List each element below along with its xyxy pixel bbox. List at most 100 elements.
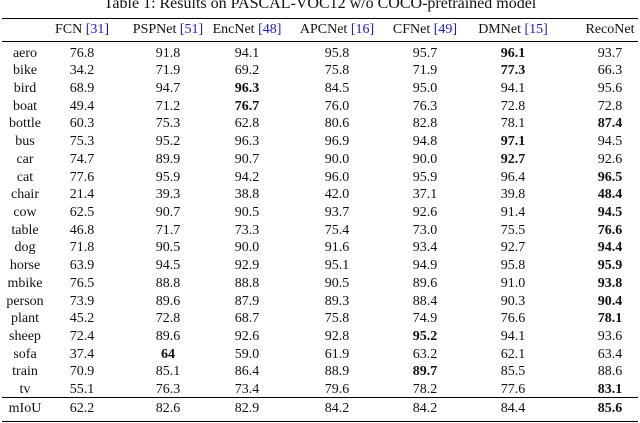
cell: 89.6 — [155, 329, 181, 345]
row-label: aero — [12, 45, 38, 61]
cell: 96.9 — [324, 134, 350, 150]
cell: 75.5 — [500, 222, 526, 238]
cell: 63.4 — [597, 346, 623, 362]
cell: 80.6 — [324, 116, 350, 132]
cell: 95.2 — [412, 329, 438, 345]
cell: 95.6 — [597, 80, 623, 96]
citation[interactable]: [31] — [85, 22, 110, 37]
row-label: bottle — [9, 116, 41, 132]
cell: 63.9 — [69, 258, 95, 274]
cell: 92.7 — [500, 151, 526, 167]
cell: 73.3 — [234, 222, 260, 238]
citation[interactable]: [49] — [433, 22, 458, 37]
cell: 95.0 — [412, 80, 438, 96]
cell: 90.0 — [234, 240, 260, 256]
cell: 74.7 — [69, 151, 95, 167]
cell: 48.4 — [597, 187, 623, 203]
cell: 96.4 — [500, 169, 526, 185]
cell: 77.6 — [500, 382, 526, 398]
column-header: EncNet [48] — [213, 22, 282, 38]
cell: 71.9 — [412, 63, 438, 79]
citation[interactable]: [51] — [179, 22, 204, 37]
cell: 68.7 — [234, 311, 260, 327]
cell: 39.8 — [500, 187, 526, 203]
cell: 96.5 — [597, 169, 623, 185]
cell: 91.6 — [324, 240, 350, 256]
cell: 90.5 — [324, 275, 350, 291]
cell: 91.0 — [500, 275, 526, 291]
cell: 89.9 — [155, 151, 181, 167]
cell: 55.1 — [69, 382, 95, 398]
cell: 93.7 — [597, 45, 623, 61]
citation[interactable]: [16] — [350, 22, 375, 37]
cell: 95.8 — [324, 45, 350, 61]
cell: 91.4 — [500, 204, 526, 220]
cell: 37.1 — [412, 187, 438, 203]
cell: 85.5 — [500, 364, 526, 380]
cell: 96.3 — [234, 80, 260, 96]
cell: 89.7 — [412, 364, 438, 380]
column-header: FCN [31] — [55, 22, 109, 38]
row-label: bus — [15, 134, 35, 150]
cell: 90.4 — [597, 293, 623, 309]
cell: 95.9 — [155, 169, 181, 185]
row-label: dog — [14, 240, 36, 256]
row-label: cat — [16, 169, 34, 185]
cell: 42.0 — [324, 187, 350, 203]
cell: 37.4 — [69, 346, 95, 362]
cell: 95.2 — [155, 134, 181, 150]
cell: 94.8 — [412, 134, 438, 150]
cell: 70.9 — [69, 364, 95, 380]
cell: 92.7 — [500, 240, 526, 256]
top-rule — [2, 18, 638, 20]
header-name: EncNet — [212, 22, 255, 37]
cell: 62.2 — [69, 401, 95, 416]
cell: 93.4 — [412, 240, 438, 256]
cell: 95.9 — [597, 258, 623, 274]
cell: 88.8 — [155, 275, 181, 291]
cell: 93.7 — [324, 204, 350, 220]
citation[interactable]: [48] — [258, 22, 282, 37]
cell: 71.8 — [69, 240, 95, 256]
cell: 83.1 — [597, 382, 623, 398]
cell: 90.7 — [234, 151, 260, 167]
bottom-rule — [2, 421, 638, 423]
cell: 75.3 — [69, 134, 95, 150]
header-name: APCNet — [299, 22, 348, 37]
cell: 75.4 — [324, 222, 350, 238]
cell: 71.2 — [155, 98, 181, 114]
cell: 75.8 — [324, 63, 350, 79]
cell: 93.6 — [597, 329, 623, 345]
row-label: bike — [12, 63, 38, 79]
cell: 92.6 — [597, 151, 623, 167]
cell: 94.1 — [500, 329, 526, 345]
cell: 84.4 — [500, 401, 526, 416]
cell: 21.4 — [69, 187, 95, 203]
cell: 76.8 — [69, 45, 95, 61]
header-name: PSPNet — [132, 22, 177, 37]
cell: 77.6 — [69, 169, 95, 185]
cell: 90.3 — [500, 293, 526, 309]
cell: 69.2 — [234, 63, 260, 79]
cell: 72.8 — [155, 311, 181, 327]
cell: 88.8 — [234, 275, 260, 291]
cell: 76.3 — [155, 382, 181, 398]
cell: 76.6 — [500, 311, 526, 327]
cell: 86.4 — [234, 364, 260, 380]
cell: 90.5 — [155, 240, 181, 256]
cell: 89.3 — [324, 293, 350, 309]
cell: 92.6 — [234, 329, 260, 345]
cell: 92.9 — [234, 258, 260, 274]
cell: 90.7 — [155, 204, 181, 220]
cell: 75.8 — [324, 311, 350, 327]
row-label: cow — [13, 204, 37, 220]
cell: 76.6 — [597, 222, 623, 238]
cell: 62.1 — [500, 346, 526, 362]
cell: 62.5 — [69, 204, 95, 220]
cell: 97.1 — [500, 134, 526, 150]
header-name: DMNet — [478, 22, 521, 37]
citation[interactable]: [15] — [524, 22, 548, 37]
cell: 82.6 — [155, 401, 181, 416]
cell: 59.0 — [234, 346, 260, 362]
